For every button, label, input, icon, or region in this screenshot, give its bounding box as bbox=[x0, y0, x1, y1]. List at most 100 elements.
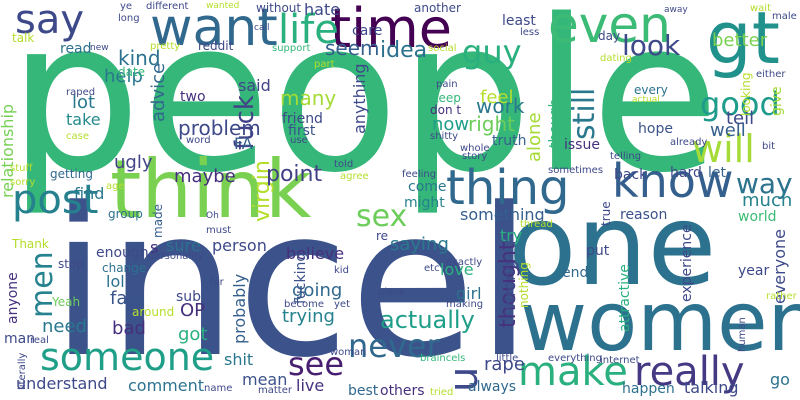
word-ugly: ugly bbox=[114, 152, 153, 173]
word-let: let bbox=[708, 165, 726, 181]
word-issue: issue bbox=[564, 137, 600, 153]
word-wrong: wrong bbox=[500, 260, 519, 310]
word-FA: FA bbox=[234, 134, 253, 153]
word-said: said bbox=[238, 76, 271, 95]
word-year: year bbox=[738, 263, 770, 279]
word-different: different bbox=[146, 1, 189, 12]
word-think: think bbox=[110, 143, 312, 236]
word-dating: dating bbox=[600, 53, 632, 64]
word-live: live bbox=[296, 376, 325, 395]
word-will: will bbox=[692, 127, 755, 171]
word-want: want bbox=[150, 0, 278, 58]
word-seem: seem bbox=[325, 36, 380, 60]
word-never: never bbox=[348, 327, 440, 365]
word-feel: feel bbox=[480, 87, 514, 108]
word-one: one bbox=[508, 181, 717, 311]
word-every: every bbox=[634, 83, 668, 97]
word-world: world bbox=[738, 209, 777, 225]
word-women: women bbox=[520, 275, 800, 370]
word-whole: whole bbox=[460, 143, 490, 154]
word-feeling: feeling bbox=[402, 169, 437, 180]
word-read: read bbox=[60, 41, 92, 57]
word-wait: wait bbox=[750, 3, 772, 14]
word-Oh: Oh bbox=[206, 211, 219, 221]
word-braincels: braincels bbox=[420, 353, 466, 364]
word-must: must bbox=[206, 225, 232, 236]
word-guy: guy bbox=[462, 33, 522, 71]
word-keep: keep bbox=[432, 91, 461, 105]
word-man: man bbox=[4, 331, 36, 347]
word-even: even bbox=[548, 0, 671, 54]
word-day: day bbox=[598, 29, 621, 43]
word-mean: mean bbox=[242, 370, 288, 389]
word-sub: sub bbox=[176, 289, 202, 305]
word-everything: everything bbox=[548, 353, 602, 364]
word-understand: understand bbox=[16, 374, 108, 393]
word-thing: thing bbox=[446, 160, 570, 216]
word-right: right bbox=[468, 112, 515, 136]
word-word: word bbox=[186, 135, 211, 146]
word-way: way bbox=[736, 167, 793, 200]
word-exactly: exactly bbox=[446, 257, 483, 268]
word-trying: trying bbox=[282, 306, 335, 327]
word-place: place bbox=[378, 287, 405, 298]
word-attractive: attractive bbox=[617, 264, 633, 332]
word-happen: happen bbox=[622, 381, 675, 397]
word-care: care bbox=[352, 23, 383, 39]
word-without: without bbox=[256, 1, 302, 15]
word-saying: saying bbox=[390, 234, 449, 255]
word-believe: believe bbox=[286, 244, 345, 263]
word-little: little bbox=[496, 353, 519, 364]
word-find: find bbox=[74, 184, 105, 203]
word-point: point bbox=[266, 162, 323, 187]
word-sorry: sorry bbox=[10, 177, 36, 188]
word-OP: OP bbox=[180, 300, 206, 321]
word-call: call bbox=[254, 23, 270, 33]
word-woman: woman bbox=[330, 347, 367, 358]
word-person: person bbox=[212, 236, 267, 255]
word-rather: rather bbox=[766, 291, 797, 302]
word-idea: idea bbox=[380, 38, 428, 63]
word-bad: bad bbox=[112, 318, 146, 339]
word-gt: gt bbox=[706, 0, 780, 80]
word-stop: stop bbox=[58, 257, 84, 271]
word-anything: anything bbox=[350, 63, 369, 134]
word-story: story bbox=[462, 151, 488, 162]
word-name: name bbox=[204, 383, 233, 394]
word-time: time bbox=[330, 0, 453, 60]
word-though: though bbox=[547, 98, 563, 148]
word-probably: probably bbox=[230, 273, 249, 344]
word-human: human bbox=[737, 317, 748, 352]
word-girl: girl bbox=[456, 284, 482, 303]
word-something: something bbox=[460, 205, 545, 224]
word-pretty: pretty bbox=[150, 41, 181, 52]
word-go: go bbox=[770, 370, 790, 389]
word-good: good bbox=[700, 85, 780, 123]
word-come: come bbox=[408, 179, 447, 195]
word-incel: incel bbox=[50, 165, 533, 400]
word-talk: talk bbox=[12, 31, 35, 45]
word-getting: getting bbox=[50, 167, 93, 181]
word-told: told bbox=[334, 159, 354, 170]
word-case: case bbox=[66, 131, 89, 142]
word-actual: actual bbox=[632, 95, 660, 105]
word-look: look bbox=[622, 29, 681, 62]
word-etc: etc bbox=[424, 263, 440, 274]
word-going: going bbox=[292, 280, 343, 301]
word-change: change bbox=[102, 261, 147, 275]
word-always: always bbox=[468, 379, 517, 395]
word-bit: bit bbox=[762, 141, 776, 152]
word-much: much bbox=[742, 190, 793, 211]
word-truth: truth bbox=[492, 133, 527, 149]
word-still: still bbox=[567, 87, 602, 140]
word-hard: hard bbox=[670, 165, 702, 181]
word-back: back bbox=[614, 167, 648, 183]
word-got: got bbox=[178, 324, 208, 345]
word-problem: problem bbox=[178, 116, 261, 140]
word-away: away bbox=[664, 5, 688, 15]
word-best: best bbox=[348, 383, 379, 399]
word-talking: talking bbox=[684, 378, 739, 397]
word-help: help bbox=[104, 66, 143, 87]
word-better: better bbox=[712, 30, 768, 51]
word-internet: internet bbox=[600, 355, 640, 366]
